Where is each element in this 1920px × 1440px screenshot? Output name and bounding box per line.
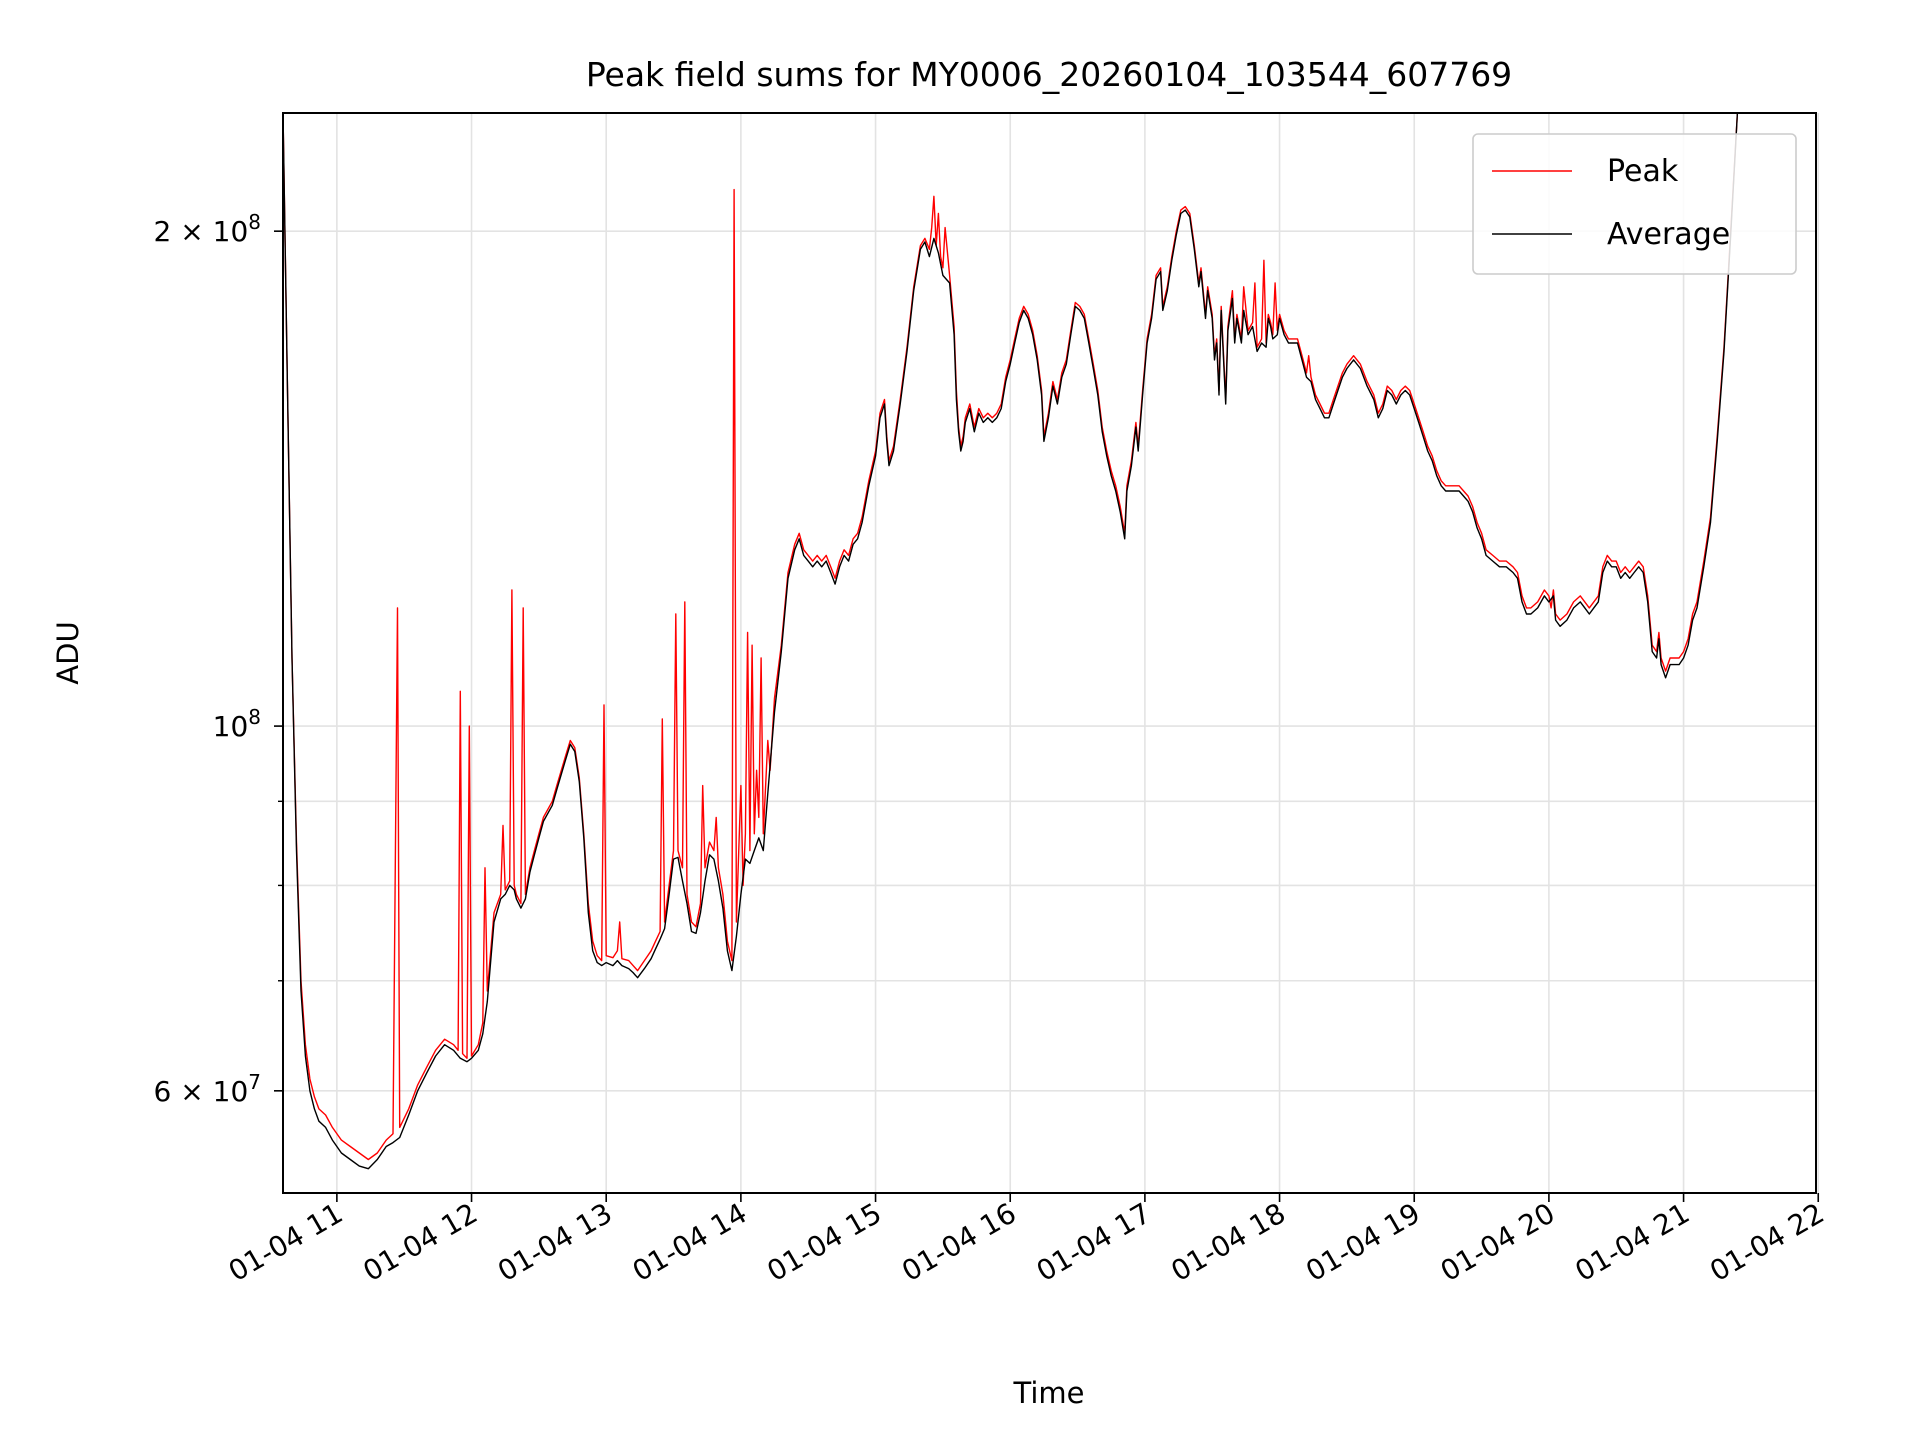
y-tick-label: 6 × 107 (154, 1070, 261, 1108)
y-axis-label: ADU (51, 621, 85, 684)
y-axis: 6 × 107 108 2 × 108 (154, 210, 283, 1108)
series-line-average (283, 113, 1739, 1170)
x-axis-label: Time (1013, 1376, 1085, 1410)
y-tick-label: 2 × 108 (154, 210, 261, 248)
legend: Peak Average (1472, 133, 1797, 275)
legend-box (1472, 133, 1797, 275)
legend-label-average: Average (1607, 217, 1730, 252)
grid (283, 113, 1820, 1193)
y-tick-label: 108 (213, 705, 261, 743)
chart-title: Peak field sums for MY0006_20260104_1035… (586, 55, 1512, 94)
series-layer (283, 113, 1739, 1170)
plot-frame (282, 112, 1817, 1194)
legend-label-peak: Peak (1607, 154, 1679, 189)
